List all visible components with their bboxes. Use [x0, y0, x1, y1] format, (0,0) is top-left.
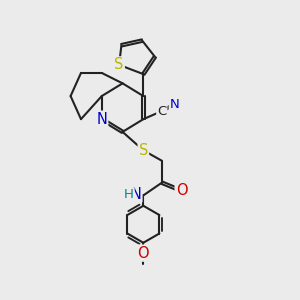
- Text: O: O: [176, 183, 187, 198]
- Text: N: N: [96, 112, 107, 127]
- Text: S: S: [114, 57, 124, 72]
- Text: H: H: [124, 188, 134, 201]
- Text: O: O: [137, 246, 149, 261]
- Text: C: C: [157, 105, 167, 118]
- Text: N: N: [131, 187, 142, 202]
- Text: N: N: [170, 98, 179, 111]
- Text: S: S: [139, 143, 148, 158]
